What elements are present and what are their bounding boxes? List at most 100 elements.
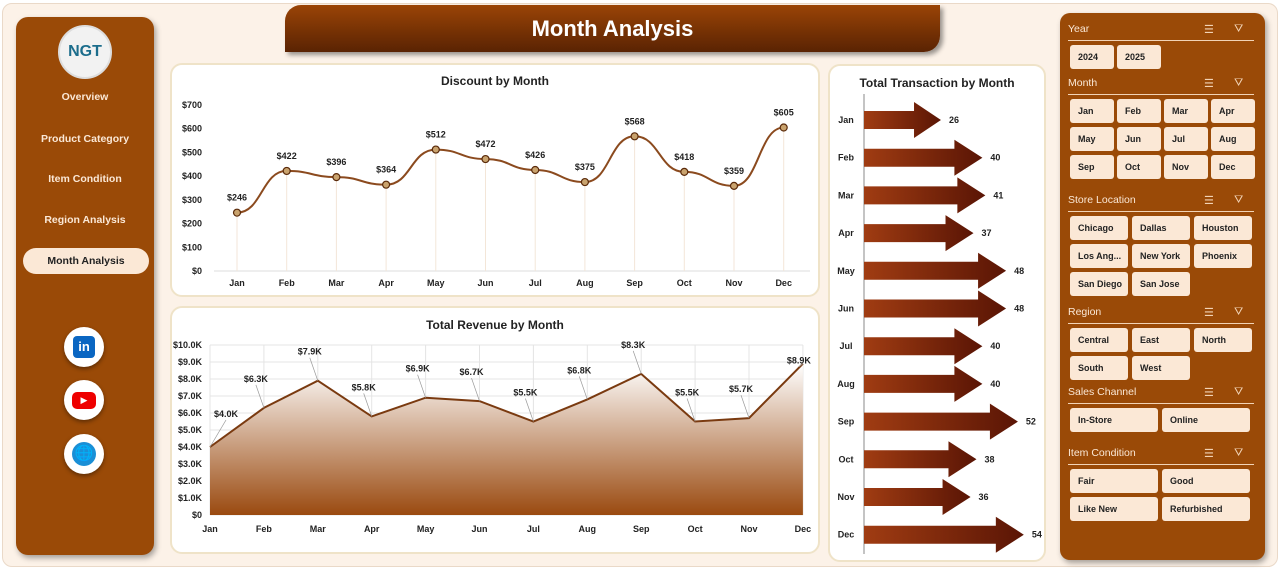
y-tick-label: Jan [838,115,854,125]
slicer-item[interactable]: Feb [1117,99,1161,123]
y-tick-label: Jun [838,304,854,314]
slicer-item[interactable]: Apr [1211,99,1255,123]
multi-select-icon[interactable]: ☰ [1204,195,1214,207]
data-label: $375 [575,162,595,172]
slicer-item[interactable]: 2024 [1070,45,1114,69]
slicer-item[interactable]: Phoenix [1194,244,1252,268]
slicer-title: Month [1068,77,1098,89]
slicer-item[interactable]: Nov [1164,155,1208,179]
slicer-item[interactable]: South [1070,356,1128,380]
y-tick-label: Aug [837,379,855,389]
chart-title: Total Transaction by Month [859,76,1015,90]
slicer-item[interactable]: Aug [1211,127,1255,151]
slicer-item[interactable]: Dallas [1132,216,1190,240]
data-point [580,177,589,187]
arrow-bar [864,516,1024,553]
data-label: $426 [525,150,545,160]
slicer-item[interactable]: Dec [1211,155,1255,179]
slicer-item[interactable]: May [1070,127,1114,151]
y-tick-label: $9.0K [178,357,203,367]
clear-filter-icon[interactable]: ⛛ [1234,306,1244,318]
clear-filter-icon[interactable]: ⛛ [1234,77,1244,89]
slicer-item[interactable]: Chicago [1070,216,1128,240]
x-tick-label: Nov [725,278,742,288]
nav-product-category[interactable]: Product Category [40,133,130,145]
leader-line [798,363,804,367]
sidebar: NGT Overview Product Category Item Conditi… [16,17,154,555]
slicer-item[interactable]: Jul [1164,127,1208,151]
slicer-item[interactable]: West [1132,356,1190,380]
clear-filter-icon[interactable]: ⛛ [1234,23,1244,35]
slicer-header: Store Location ☰ ⛛ [1068,194,1254,212]
data-label: $605 [774,108,794,118]
nav-overview[interactable]: Overview [61,91,109,103]
data-label: $422 [277,151,297,161]
clear-filter-icon[interactable]: ⛛ [1234,194,1244,206]
x-tick-label: Feb [279,278,296,288]
y-tick-label: Dec [838,530,855,540]
slicer-item[interactable]: 2025 [1117,45,1161,69]
slicer-header: Year ☰ ⛛ [1068,23,1254,41]
slicer-item[interactable]: Fair [1070,469,1158,493]
leader-line [209,419,227,448]
x-tick-label: Jan [229,278,245,288]
x-tick-label: Sep [626,278,643,288]
y-tick-label: $200 [182,219,202,229]
globe-icon[interactable]: 🌐 [64,434,104,474]
arrow-bar [864,290,1007,327]
multi-select-icon[interactable]: ☰ [1204,448,1214,460]
slicer-header: Sales Channel ☰ ⛛ [1068,386,1254,404]
nav-month-analysis[interactable]: Month Analysis [23,248,149,274]
data-point [680,167,689,176]
data-label: $418 [674,152,694,162]
slicer-item[interactable]: Online [1162,408,1250,432]
slicer-item[interactable]: Jan [1070,99,1114,123]
slicer-item[interactable]: Good [1162,469,1250,493]
area-fill [210,363,803,515]
slicer-title: Region [1068,306,1102,318]
data-point [382,180,391,189]
y-tick-label: $6.0K [178,408,203,418]
slicer-item[interactable]: Refurbished [1162,497,1250,521]
y-tick-label: $100 [182,242,202,252]
multi-select-icon[interactable]: ☰ [1204,387,1214,399]
data-label: $5.5K [513,388,538,398]
x-tick-label: Dec [775,278,792,288]
slicer-item[interactable]: Oct [1117,155,1161,179]
logo: NGT [58,25,112,79]
slicer-item[interactable]: Sep [1070,155,1114,179]
slicer-item[interactable]: Central [1070,328,1128,352]
x-tick-label: Dec [795,524,812,534]
slicer-item[interactable]: Like New [1070,497,1158,521]
x-tick-label: Jul [527,524,540,534]
nav-item-condition[interactable]: Item Condition [48,173,122,185]
youtube-icon[interactable]: ▶ [64,380,104,420]
multi-select-icon[interactable]: ☰ [1204,78,1214,90]
data-label: $6.7K [459,367,484,377]
nav-region-analysis[interactable]: Region Analysis [44,214,126,226]
data-label: 40 [990,379,1000,389]
slicer-item[interactable]: Houston [1194,216,1252,240]
multi-select-icon[interactable]: ☰ [1204,307,1214,319]
leader-line [632,350,642,375]
slicer-item[interactable]: North [1194,328,1252,352]
revenue-chart: Total Revenue by Month $0 $1.0K $2.0K $3.0K… [170,306,820,554]
data-label: $7.9K [298,347,323,357]
slicer-item[interactable]: San Diego [1070,272,1128,296]
arrow-bar [864,139,983,176]
multi-select-icon[interactable]: ☰ [1204,24,1214,36]
clear-filter-icon[interactable]: ⛛ [1234,386,1244,398]
slicer-item[interactable]: San Jose [1132,272,1190,296]
linkedin-icon[interactable]: in [64,327,104,367]
slicer-item[interactable]: Mar [1164,99,1208,123]
slicer-item[interactable]: New York [1132,244,1190,268]
slicer-item[interactable]: Los Ang... [1070,244,1128,268]
leader-line [525,398,534,422]
slicer-item[interactable]: Jun [1117,127,1161,151]
data-label: 38 [984,454,994,464]
slicer-item[interactable]: East [1132,328,1190,352]
slicer-item[interactable]: In-Store [1070,408,1158,432]
y-tick-label: $0 [192,266,202,276]
data-label: $5.5K [675,388,700,398]
clear-filter-icon[interactable]: ⛛ [1234,447,1244,459]
